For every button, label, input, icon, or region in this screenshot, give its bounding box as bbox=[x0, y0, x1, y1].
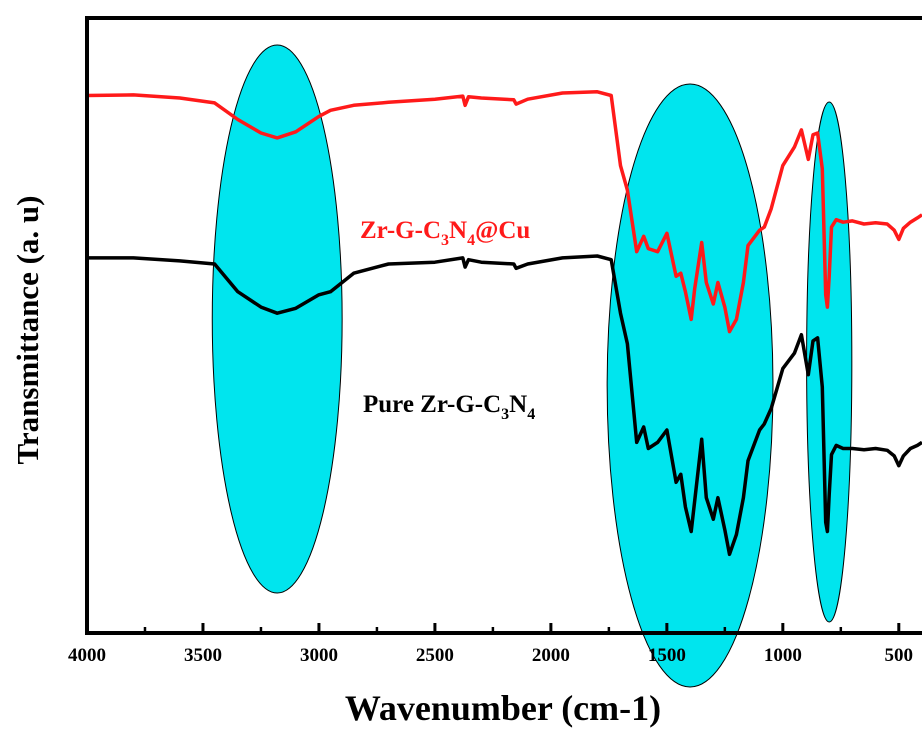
highlight-regions bbox=[211, 44, 853, 688]
plot-frame bbox=[85, 16, 922, 635]
x-tick-label: 3500 bbox=[184, 645, 222, 666]
x-tick-label: 4000 bbox=[68, 645, 106, 666]
highlight-ellipse-3 bbox=[806, 101, 853, 623]
series-line-2 bbox=[87, 254, 922, 557]
x-tick-label: 3000 bbox=[300, 645, 338, 666]
x-tick-label: 2500 bbox=[416, 645, 454, 666]
x-tick-labels: 4000 3500 3000 2500 2000 1500 1000 500 bbox=[68, 645, 913, 666]
x-ticks bbox=[85, 623, 901, 633]
x-tick-label: 2000 bbox=[532, 645, 570, 666]
x-tick-label: 1500 bbox=[648, 645, 686, 666]
x-tick-label: 500 bbox=[885, 645, 914, 666]
series-label-zr-g-c3n4-cu: Zr-G-C3N4@Cu bbox=[360, 217, 530, 249]
y-axis-title: Transmittance (a. u) bbox=[10, 196, 45, 465]
highlight-ellipse-2 bbox=[606, 83, 774, 688]
series-line-1 bbox=[86, 90, 922, 334]
plot-border bbox=[85, 16, 922, 635]
x-axis-title: Wavenumber (cm-1) bbox=[345, 688, 661, 728]
series-lines bbox=[86, 90, 922, 557]
highlight-ellipse-1 bbox=[211, 44, 343, 594]
series-label-pure-zr-g-c3n4: Pure Zr-G-C3N4 bbox=[363, 391, 535, 423]
x-tick-label: 1000 bbox=[764, 645, 802, 666]
